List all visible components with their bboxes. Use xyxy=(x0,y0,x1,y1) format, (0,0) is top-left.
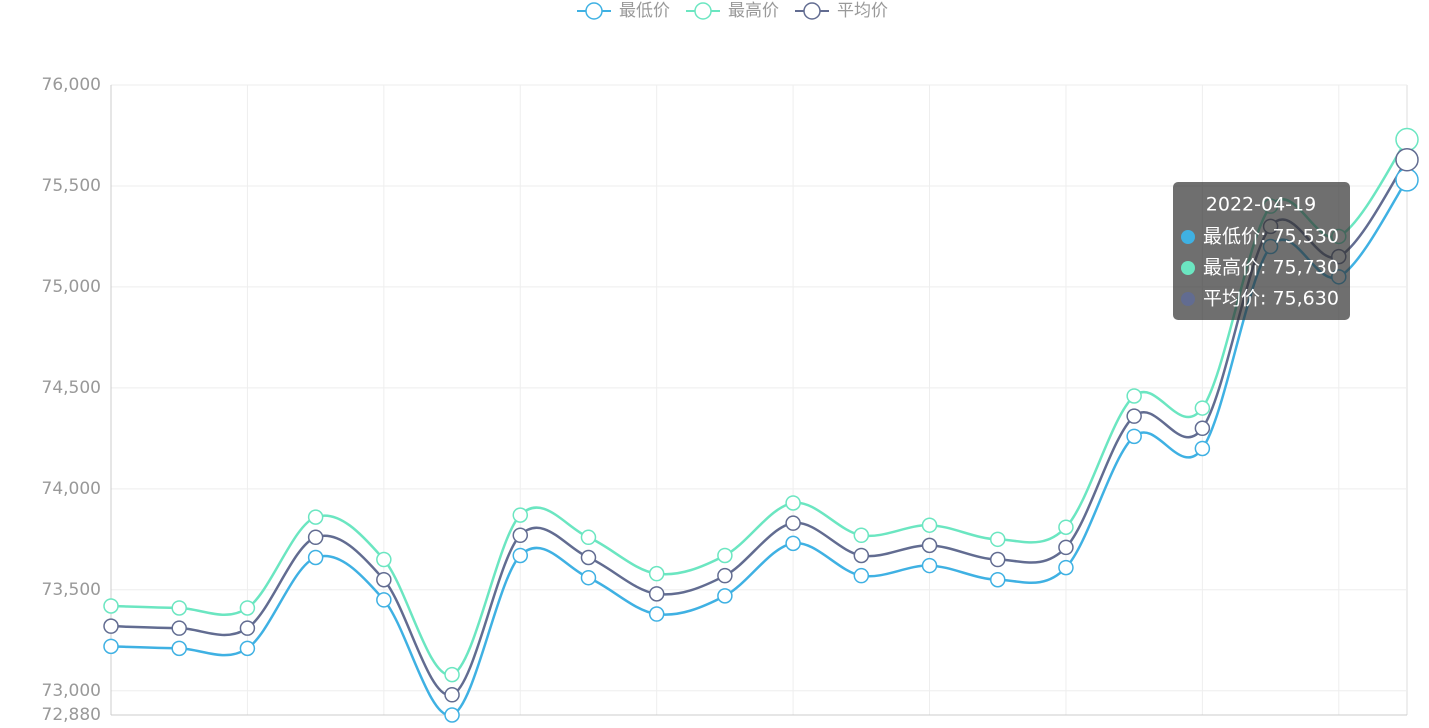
data-point xyxy=(989,551,1006,568)
data-point xyxy=(103,618,119,634)
y-tick-label: 74,500 xyxy=(42,378,101,398)
legend-label: 最高价 xyxy=(728,1,779,21)
data-point xyxy=(1126,408,1142,424)
data-point xyxy=(171,600,187,616)
data-point xyxy=(580,549,597,566)
tooltip-dot xyxy=(1181,230,1195,244)
y-tick-label: 75,500 xyxy=(42,176,101,196)
data-point xyxy=(444,687,460,703)
tooltip-title: 2022-04-19 xyxy=(1206,194,1316,216)
legend-icon xyxy=(803,2,821,20)
data-point xyxy=(717,567,733,584)
data-point xyxy=(1194,420,1211,437)
data-point xyxy=(853,567,870,584)
data-point xyxy=(785,515,801,531)
data-point xyxy=(171,640,187,657)
data-point xyxy=(921,537,938,554)
data-point xyxy=(648,586,665,602)
series-line xyxy=(110,158,1409,697)
tooltip-row: 平均价: 75,630 xyxy=(1203,288,1339,310)
tooltip-row: 最高价: 75,730 xyxy=(1203,257,1339,279)
data-point xyxy=(307,509,324,525)
data-point xyxy=(1395,127,1419,152)
data-point xyxy=(239,620,256,636)
data-point xyxy=(376,571,392,588)
y-tick-label: 73,000 xyxy=(42,681,101,701)
data-point xyxy=(785,495,801,511)
data-point xyxy=(580,529,597,546)
data-point xyxy=(444,666,460,683)
data-point xyxy=(307,529,324,546)
data-point xyxy=(512,527,529,544)
data-point xyxy=(103,638,119,655)
y-tick-label: 72,880 xyxy=(42,705,101,724)
legend-label: 平均价 xyxy=(837,1,888,21)
data-point xyxy=(921,517,938,533)
series-line xyxy=(110,138,1409,676)
tooltip-dot xyxy=(1181,292,1195,306)
data-point xyxy=(444,707,460,723)
data-point xyxy=(103,598,119,614)
y-tick-label: 75,000 xyxy=(42,277,101,297)
legend-icon xyxy=(694,2,712,20)
y-tick-label: 73,500 xyxy=(42,580,101,600)
data-point xyxy=(989,531,1006,548)
data-point xyxy=(853,547,870,564)
data-point xyxy=(376,592,392,608)
data-point xyxy=(1126,388,1142,404)
data-point xyxy=(1058,559,1074,576)
data-point xyxy=(1126,428,1142,445)
data-point xyxy=(239,640,256,657)
data-point xyxy=(239,600,256,616)
series-line xyxy=(110,179,1409,717)
data-point xyxy=(921,557,938,574)
data-point xyxy=(853,527,870,544)
data-point xyxy=(1194,400,1211,416)
data-point xyxy=(512,507,529,523)
data-point xyxy=(1058,539,1074,556)
tooltip: 2022-04-19 最低价: 75,530 最高价: 75,730 平均价: 75,… xyxy=(1173,182,1350,320)
y-tick-label: 74,000 xyxy=(42,479,101,499)
data-point xyxy=(1395,168,1419,192)
data-point xyxy=(307,549,324,566)
data-point xyxy=(1058,519,1074,535)
tooltip-box xyxy=(1173,182,1350,320)
legend-label: 最低价 xyxy=(619,1,670,21)
data-point xyxy=(648,565,665,582)
data-point xyxy=(376,551,392,568)
data-point xyxy=(512,547,529,564)
legend-icon xyxy=(585,2,603,20)
data-point xyxy=(989,571,1006,588)
data-point xyxy=(580,569,597,586)
data-point xyxy=(648,606,665,622)
data-point xyxy=(717,547,733,564)
y-tick-label: 76,000 xyxy=(42,75,101,95)
data-point xyxy=(785,535,801,552)
data-point xyxy=(717,588,733,604)
tooltip-dot xyxy=(1181,261,1195,275)
tooltip-row: 最低价: 75,530 xyxy=(1203,226,1339,248)
data-point xyxy=(1194,440,1211,457)
data-point xyxy=(171,620,187,636)
data-point xyxy=(1395,147,1419,172)
